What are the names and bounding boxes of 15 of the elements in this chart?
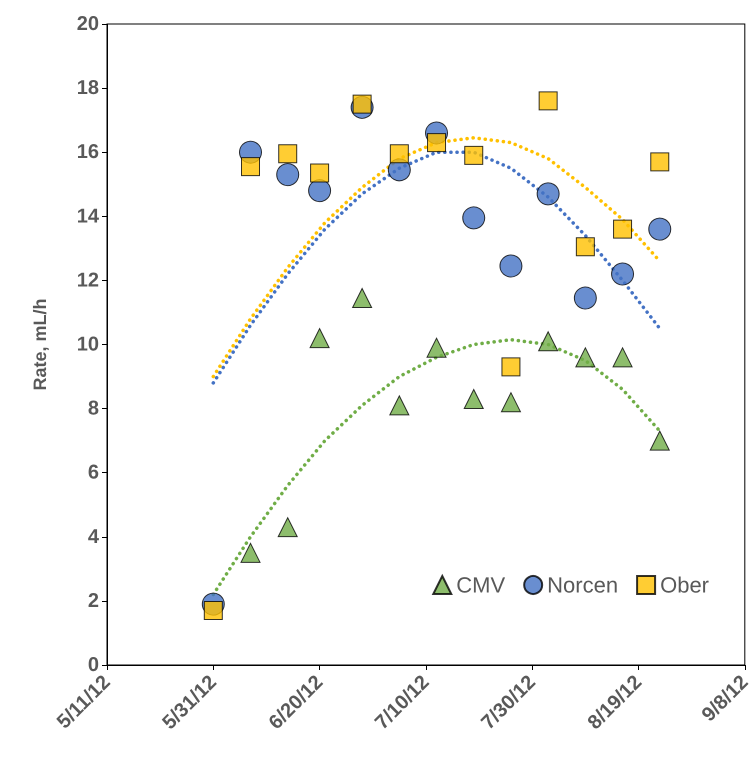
y-tick-label: 4 (88, 526, 100, 548)
y-tick-label: 6 (88, 462, 99, 484)
y-tick-label: 14 (76, 205, 100, 228)
y-tick-label: 20 (76, 13, 99, 35)
y-axis-title: Rate, mL/h (30, 298, 50, 391)
y-tick-label: 10 (76, 334, 99, 356)
y-tick-label: 18 (76, 77, 99, 100)
y-tick-label: 2 (88, 590, 99, 612)
y-tick-label: 0 (88, 654, 99, 676)
y-tick-label: 8 (88, 398, 99, 420)
y-tick-label: 16 (76, 141, 99, 164)
y-tick-label: 12 (76, 269, 99, 292)
legend-label: CMV (456, 572, 506, 598)
legend-label: Ober (660, 572, 710, 598)
legend-label: Norcen (547, 572, 618, 598)
